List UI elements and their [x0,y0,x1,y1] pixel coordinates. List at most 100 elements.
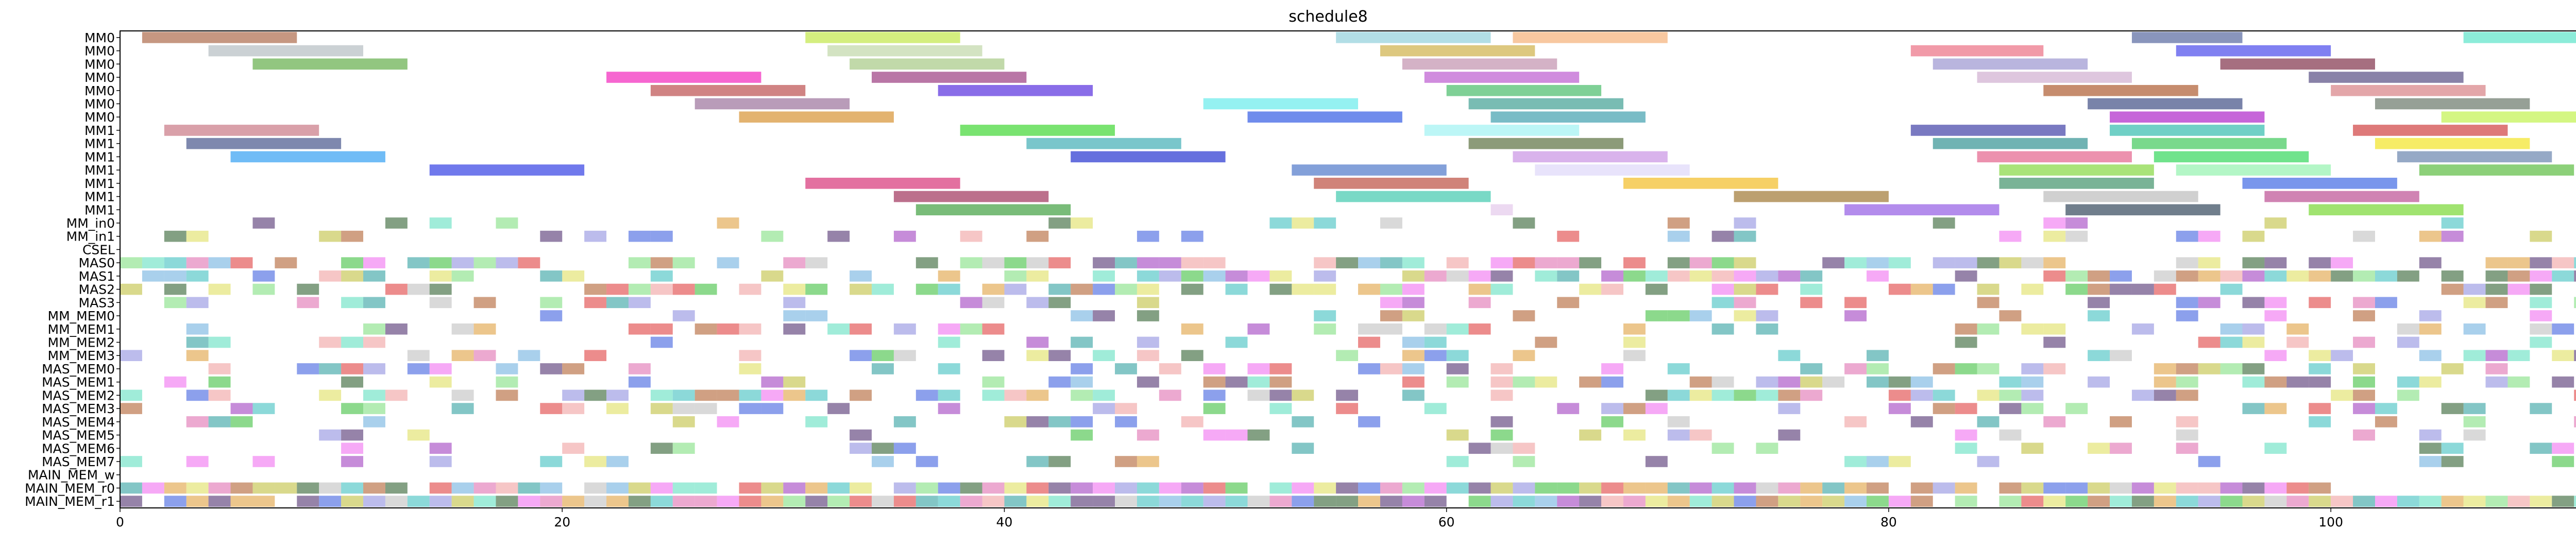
x-tick-label: 60 [1438,515,1455,530]
activity-block [1004,416,1027,428]
activity-block [960,230,982,242]
activity-block [1711,270,1734,282]
activity-block [1026,297,1049,309]
activity-block [938,323,960,335]
y-tick-label: MM_in1 [66,229,115,244]
activity-block [2088,297,2110,309]
activity-block [1071,336,1093,348]
activity-block [982,297,1005,309]
schedule-bar [1513,151,1668,163]
activity-block [1380,257,1402,268]
activity-block [2552,496,2574,507]
activity-block [2176,297,2198,309]
activity-block [1667,482,1690,494]
activity-block [1380,297,1402,309]
activity-block [1402,496,1425,507]
activity-block [2043,482,2066,494]
activity-block [1601,403,1623,414]
activity-block [2485,297,2508,309]
activity-block [783,389,806,401]
y-tick-label: MM0 [84,83,115,98]
activity-block [2552,456,2574,467]
activity-block [1756,323,1778,335]
activity-block [916,283,938,295]
activity-block [275,482,297,494]
activity-block [2088,310,2110,321]
activity-block [2530,297,2552,309]
schedule-bar [1468,98,1623,110]
activity-block [1026,496,1049,507]
schedule-bar [2088,98,2243,110]
activity-block [1004,482,1027,494]
bars-layer [142,32,2576,216]
activity-block [1247,323,1270,335]
activity-block [2021,376,2044,388]
activity-block [2397,336,2419,348]
activity-block [1181,496,1204,507]
activity-block [1490,270,1513,282]
activity-block [1247,429,1270,441]
activity-block [1225,376,1248,388]
activity-block [1181,323,1204,335]
schedule-bar [827,45,982,57]
activity-block [827,482,850,494]
y-tick-label: MAS_MEM0 [42,362,115,377]
activity-block [1800,376,1823,388]
activity-block [2176,270,2198,282]
activity-block [1071,310,1093,321]
activity-block [2198,482,2221,494]
activity-block [650,482,673,494]
activity-block [1689,270,1712,282]
activity-block [2110,270,2132,282]
activity-block [1048,217,1071,229]
activity-block [1468,270,1491,282]
activity-block [363,482,385,494]
activity-block [1867,496,1889,507]
activity-block [297,496,319,507]
activity-block [1888,496,1911,507]
activity-block [1689,310,1712,321]
activity-block [1159,363,1181,374]
activity-block [319,230,342,242]
activity-block [2507,350,2530,361]
activity-block [1004,257,1027,268]
activity-block [429,217,452,229]
activity-block [2154,389,2176,401]
activity-block [562,270,585,282]
activity-block [2176,389,2198,401]
activity-block [1579,283,1602,295]
activity-block [1867,376,1889,388]
activity-block [252,482,275,494]
activity-block [783,257,806,268]
activity-block [208,336,231,348]
schedule-bar [1247,111,1402,123]
activity-block [739,323,761,335]
activity-block [1910,389,1933,401]
activity-block [1181,416,1204,428]
activity-block [1225,482,1248,494]
activity-block [2110,416,2132,428]
y-tick-label: MAS0 [79,256,115,270]
activity-block [1048,257,1071,268]
activity-block [2264,403,2287,414]
activity-block [230,403,253,414]
activity-block [960,257,982,268]
activity-block [1933,217,1955,229]
schedule-bar [1402,58,1557,70]
activity-block [2286,336,2309,348]
activity-block [650,270,673,282]
activity-block [1689,376,1712,388]
activity-block [186,230,209,242]
activity-block [1711,442,1734,454]
activity-block [1734,257,1756,268]
activity-block [1778,376,1801,388]
activity-block [1380,283,1402,295]
activity-block [1867,257,1889,268]
activity-block [1468,496,1491,507]
activity-block [496,363,518,374]
activity-block [1269,389,1292,401]
activity-block [1314,257,1336,268]
activity-block [2242,482,2265,494]
activity-block [1800,283,1823,295]
activity-block [982,482,1005,494]
